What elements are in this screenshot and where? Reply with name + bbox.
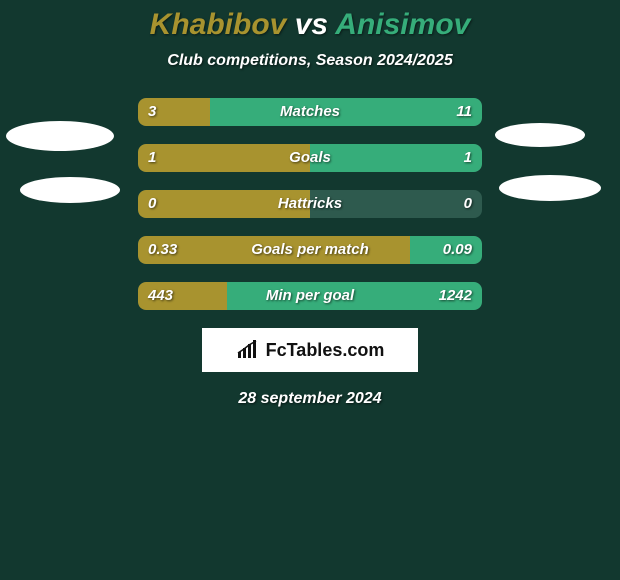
stat-row: 00Hattricks <box>138 190 482 218</box>
stat-label: Min per goal <box>138 282 482 310</box>
stat-row: 0.330.09Goals per match <box>138 236 482 264</box>
stat-row: 11Goals <box>138 144 482 172</box>
bar-chart-icon <box>236 340 260 360</box>
stat-label: Matches <box>138 98 482 126</box>
stat-label: Goals per match <box>138 236 482 264</box>
placeholder-ellipse <box>499 175 601 201</box>
stat-row: 4431242Min per goal <box>138 282 482 310</box>
title-player1: Khabibov <box>150 8 287 41</box>
stat-label: Goals <box>138 144 482 172</box>
title-vs: vs <box>295 8 328 41</box>
placeholder-ellipse <box>6 121 114 151</box>
date-text: 28 september 2024 <box>0 390 620 408</box>
subtitle: Club competitions, Season 2024/2025 <box>0 52 620 70</box>
title-player2: Anisimov <box>335 8 470 41</box>
stat-label: Hattricks <box>138 190 482 218</box>
page-title: Khabibov vs Anisimov <box>0 8 620 42</box>
logo-text: FcTables.com <box>266 340 385 361</box>
stats-rows: 311Matches 11Goals 00Hattricks 0.330.09Goal… <box>138 98 482 310</box>
placeholder-ellipse <box>20 177 120 203</box>
stat-row: 311Matches <box>138 98 482 126</box>
comparison-infographic: Khabibov vs Anisimov Club competitions, … <box>0 0 620 580</box>
placeholder-ellipse <box>495 123 585 147</box>
logo-box: FcTables.com <box>202 328 418 372</box>
